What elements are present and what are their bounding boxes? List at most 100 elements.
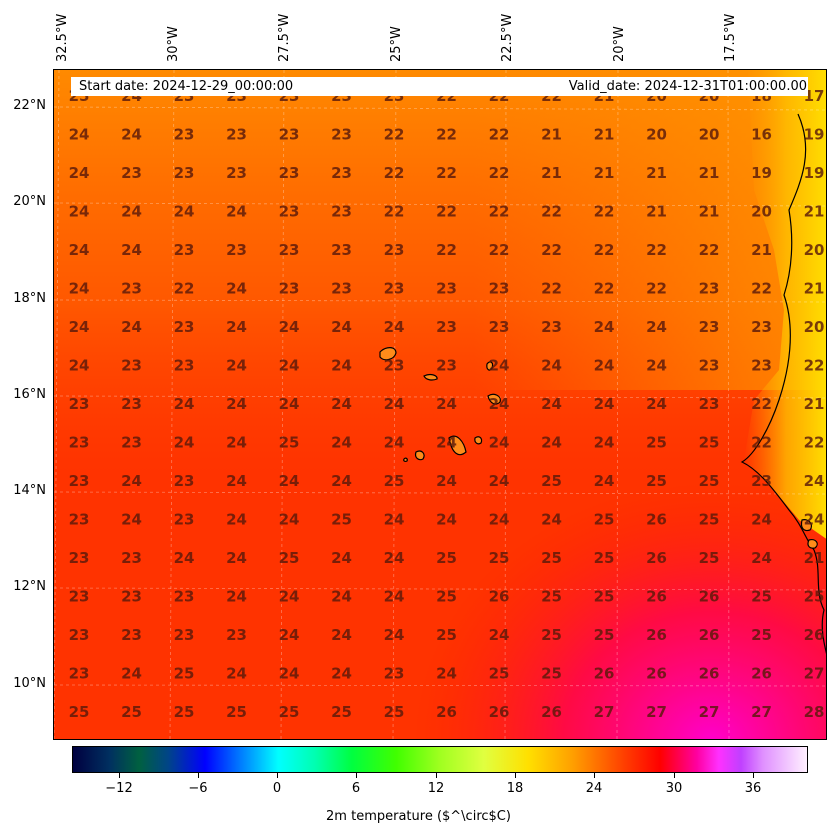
temperature-value: 23	[384, 665, 405, 683]
temperature-value: 21	[804, 395, 825, 413]
temperature-value: 23	[384, 357, 405, 375]
temperature-value: 25	[541, 665, 562, 683]
temperature-value: 27	[594, 703, 615, 721]
temperature-value: 25	[384, 472, 405, 490]
temperature-value: 23	[174, 126, 195, 144]
temperature-value: 26	[436, 703, 457, 721]
temperature-value: 26	[699, 626, 720, 644]
lon-label-25w: 25°W	[389, 26, 404, 62]
temperature-value: 23	[489, 280, 510, 298]
temperature-value: 24	[226, 318, 247, 336]
temperature-value: 24	[646, 357, 667, 375]
temperature-value: 23	[121, 164, 142, 182]
temperature-value: 24	[226, 203, 247, 221]
temperature-value: 24	[489, 626, 510, 644]
temperature-value: 22	[594, 280, 615, 298]
lat-label-18n: 18°N	[13, 291, 46, 306]
temperature-value: 24	[121, 126, 142, 144]
colorbar-tick	[198, 773, 199, 778]
temperature-value: 25	[436, 626, 457, 644]
temperature-value: 21	[594, 164, 615, 182]
temperature-value: 23	[69, 434, 90, 452]
temperature-value: 24	[331, 395, 352, 413]
temperature-value: 23	[226, 626, 247, 644]
temperature-value: 23	[174, 164, 195, 182]
temperature-value: 26	[646, 588, 667, 606]
temperature-value: 22	[541, 241, 562, 259]
temperature-value: 25	[541, 588, 562, 606]
colorbar-tick-label: 6	[351, 781, 361, 796]
colorbar-tick-label: 36	[744, 781, 762, 796]
temperature-value: 25	[594, 588, 615, 606]
temperature-value: 24	[331, 665, 352, 683]
temperature-value: 21	[751, 241, 772, 259]
temperature-value: 23	[384, 241, 405, 259]
temperature-value: 25	[541, 549, 562, 567]
coastline	[740, 113, 826, 655]
temperature-value: 23	[384, 280, 405, 298]
temperature-value: 24	[541, 357, 562, 375]
temperature-value: 25	[489, 549, 510, 567]
temperature-value: 23	[279, 164, 300, 182]
temperature-value: 22	[751, 395, 772, 413]
temperature-value: 26	[699, 588, 720, 606]
temperature-value: 21	[804, 280, 825, 298]
temperature-value: 25	[646, 472, 667, 490]
colorbar-tick	[753, 773, 754, 778]
lon-label-17-5w: 17.5°W	[723, 13, 738, 62]
temperature-value: 24	[384, 434, 405, 452]
colorbar-tick	[674, 773, 675, 778]
temperature-value: 24	[121, 511, 142, 529]
temperature-value: 24	[279, 395, 300, 413]
temperature-value: 17	[804, 87, 825, 105]
temperature-value: 24	[174, 549, 195, 567]
colorbar-tick	[515, 773, 516, 778]
temperature-value: 23	[174, 511, 195, 529]
temperature-value: 24	[69, 357, 90, 375]
temperature-value: 24	[594, 357, 615, 375]
temperature-value: 25	[69, 703, 90, 721]
temperature-value: 22	[436, 241, 457, 259]
colorbar-tick-label: 12	[427, 781, 445, 796]
temperature-value: 24	[331, 588, 352, 606]
temperature-value: 23	[751, 357, 772, 375]
temperature-value: 23	[279, 126, 300, 144]
temperature-value: 25	[594, 549, 615, 567]
temperature-value: 23	[121, 434, 142, 452]
temperature-value: 25	[804, 588, 825, 606]
temperature-value: 23	[121, 357, 142, 375]
temperature-value: 24	[541, 511, 562, 529]
temperature-value: 24	[279, 626, 300, 644]
temperature-value: 24	[384, 511, 405, 529]
temperature-value: 24	[594, 395, 615, 413]
temperature-value: 25	[279, 703, 300, 721]
temperature-value: 22	[489, 164, 510, 182]
lat-label-16n: 16°N	[13, 387, 46, 402]
temperature-value: 23	[174, 357, 195, 375]
temperature-value: 24	[226, 549, 247, 567]
temperature-value: 22	[541, 203, 562, 221]
temperature-value: 21	[594, 126, 615, 144]
temperature-value: 23	[69, 588, 90, 606]
colorbar-tick-label: 24	[585, 781, 603, 796]
temperature-value: 23	[331, 164, 352, 182]
temperature-value: 22	[804, 357, 825, 375]
temperature-value: 24	[384, 549, 405, 567]
temperature-value: 24	[436, 434, 457, 452]
valid-date-label: Valid_date: 2024-12-31T01:00:00.00	[568, 79, 807, 94]
temperature-value: 25	[174, 665, 195, 683]
temperature-value: 24	[331, 626, 352, 644]
temperature-value: 23	[174, 588, 195, 606]
temperature-value: 24	[384, 395, 405, 413]
temperature-value: 23	[751, 472, 772, 490]
colorbar-tick-label: 30	[665, 781, 683, 796]
temperature-value: 21	[541, 164, 562, 182]
temperature-value: 23	[331, 126, 352, 144]
temperature-value: 24	[226, 665, 247, 683]
temperature-value: 24	[174, 395, 195, 413]
temperature-value: 23	[69, 549, 90, 567]
temperature-value: 23	[226, 126, 247, 144]
temperature-value: 23	[69, 511, 90, 529]
temperature-value: 21	[804, 203, 825, 221]
